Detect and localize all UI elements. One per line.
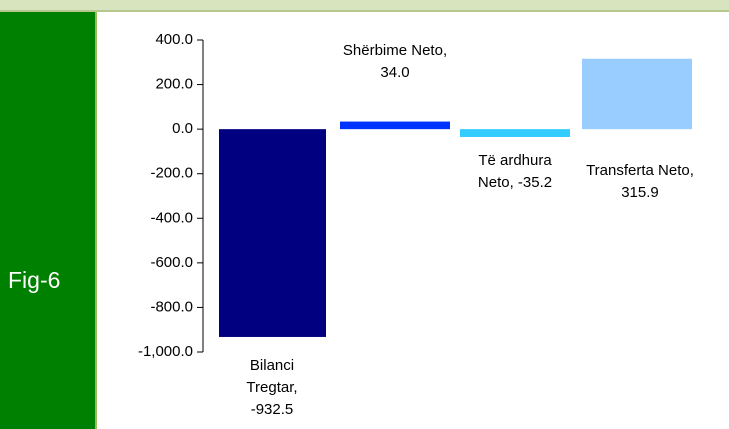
- y-tick-label: 200.0: [155, 76, 193, 93]
- bar: [460, 129, 570, 137]
- data-label: Transferta Neto, 315.9: [586, 162, 694, 201]
- y-tick-label: -200.0: [150, 165, 193, 182]
- y-tick-label: -1,000.0: [138, 343, 193, 360]
- data-label: Bilanci Tregtar, -932.5: [246, 357, 298, 418]
- bar: [219, 129, 326, 337]
- y-tick-label: -800.0: [150, 298, 193, 315]
- y-tick-label: 400.0: [155, 31, 193, 48]
- y-tick-label: -400.0: [150, 209, 193, 226]
- data-label: Shërbime Neto, 34.0: [342, 42, 448, 81]
- top-bar: [0, 0, 729, 12]
- y-tick-label: 0.0: [172, 120, 193, 137]
- data-label: Të ardhura Neto, -35.2: [477, 152, 553, 191]
- y-tick-label: -600.0: [150, 254, 193, 271]
- figure-label: Fig-6: [8, 267, 61, 293]
- bar: [582, 58, 692, 130]
- side-panel: Fig-6: [0, 12, 97, 429]
- bar: [340, 121, 450, 130]
